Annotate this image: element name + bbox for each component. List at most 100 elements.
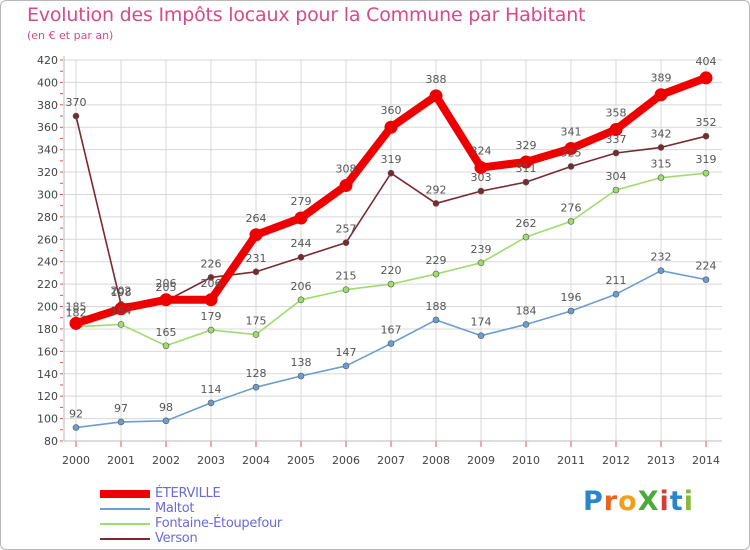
data-label-fontaine-etoupefour: 315: [651, 158, 672, 171]
x-tick-label: 2008: [422, 454, 450, 467]
data-point-eterville: [384, 120, 398, 134]
logo-letter: o: [618, 486, 638, 517]
y-tick-label: 320: [37, 166, 58, 179]
data-point-maltot: [477, 332, 485, 339]
data-label-verson: 244: [291, 237, 312, 250]
y-tick-label: 140: [37, 368, 58, 381]
data-label-eterville: 206: [156, 277, 177, 290]
data-point-eterville: [519, 155, 533, 169]
data-label-maltot: 138: [291, 356, 312, 369]
data-point-fontaine-etoupefour: [387, 280, 395, 288]
data-point-verson: [72, 112, 80, 120]
x-tick-label: 2002: [152, 454, 180, 467]
data-label-eterville: 308: [336, 163, 357, 176]
data-point-fontaine-etoupefour: [252, 331, 260, 338]
data-point-eterville: [429, 89, 443, 103]
x-tick-label: 2013: [647, 454, 675, 467]
legend-swatch: [100, 507, 150, 510]
chart-subtitle: (en € et par an): [27, 29, 114, 42]
data-label-fontaine-etoupefour: 206: [291, 280, 312, 293]
logo-letter: i: [683, 486, 694, 517]
data-point-fontaine-etoupefour: [657, 174, 665, 181]
data-label-maltot: 92: [69, 408, 83, 421]
data-label-fontaine-etoupefour: 184: [111, 304, 132, 317]
data-label-verson: 292: [426, 183, 447, 196]
data-label-verson: 325: [561, 146, 582, 159]
data-point-fontaine-etoupefour: [342, 286, 350, 294]
x-tick-label: 2004: [242, 454, 270, 467]
data-label-verson: 205: [156, 281, 177, 294]
legend-label: Fontaine-Étoupefour: [155, 516, 282, 531]
data-point-eterville: [204, 293, 218, 307]
data-point-maltot: [522, 321, 530, 328]
y-tick-label: 380: [37, 99, 58, 112]
legend-swatch: [100, 537, 150, 540]
data-point-verson: [387, 169, 395, 177]
x-tick-label: 2014: [692, 454, 720, 467]
data-label-eterville: 341: [561, 126, 582, 139]
proxiti-logo: ProXiti: [583, 486, 694, 517]
data-point-eterville: [294, 211, 308, 225]
data-point-fontaine-etoupefour: [207, 326, 215, 334]
data-point-verson: [477, 187, 485, 195]
data-label-verson: 352: [696, 116, 717, 129]
y-tick-label: 300: [37, 188, 58, 201]
y-tick-label: 240: [37, 256, 58, 269]
data-point-maltot: [207, 399, 215, 407]
y-tick-label: 100: [37, 413, 58, 426]
data-label-verson: 370: [66, 96, 87, 109]
data-label-eterville: 388: [426, 73, 447, 86]
data-label-maltot: 98: [159, 401, 173, 414]
y-tick-label: 260: [37, 233, 58, 246]
x-tick-label: 2006: [332, 454, 360, 467]
data-label-eterville: 324: [471, 145, 492, 158]
data-point-fontaine-etoupefour: [702, 169, 710, 177]
data-point-maltot: [612, 290, 620, 298]
data-point-eterville: [564, 142, 578, 156]
data-point-eterville: [249, 228, 263, 242]
data-label-eterville: 198: [111, 286, 132, 299]
data-label-fontaine-etoupefour: 239: [471, 243, 492, 256]
logo-letter: t: [669, 486, 684, 517]
data-label-maltot: 147: [336, 346, 357, 359]
logo-letter: r: [603, 486, 619, 517]
data-label-eterville: 404: [696, 55, 717, 68]
data-label-maltot: 224: [696, 260, 717, 273]
data-point-eterville: [474, 161, 488, 175]
y-tick-label: 280: [37, 211, 58, 224]
data-label-maltot: 174: [471, 316, 492, 329]
data-point-verson: [702, 132, 710, 140]
data-label-eterville: 279: [291, 195, 312, 208]
x-tick-label: 2000: [62, 454, 90, 467]
data-point-verson: [567, 163, 575, 170]
x-tick-label: 2009: [467, 454, 495, 467]
y-tick-label: 340: [37, 144, 58, 157]
data-label-fontaine-etoupefour: 179: [201, 310, 222, 323]
y-tick-label: 160: [37, 345, 58, 358]
x-tick-label: 2010: [512, 454, 540, 467]
data-point-eterville: [339, 179, 353, 193]
data-label-fontaine-etoupefour: 220: [381, 264, 402, 277]
y-tick-label: 420: [37, 54, 58, 67]
data-point-maltot: [72, 424, 80, 431]
data-label-verson: 257: [336, 223, 357, 236]
data-label-maltot: 196: [561, 291, 582, 304]
data-label-fontaine-etoupefour: 215: [336, 270, 357, 283]
data-point-maltot: [657, 267, 665, 274]
data-point-eterville: [609, 122, 623, 136]
data-label-verson: 337: [606, 133, 627, 146]
data-point-fontaine-etoupefour: [522, 233, 530, 241]
data-label-fontaine-etoupefour: 182: [66, 307, 87, 320]
data-label-maltot: 188: [426, 300, 447, 313]
data-point-maltot: [567, 307, 575, 315]
data-label-eterville: 329: [516, 139, 537, 152]
data-label-maltot: 211: [606, 274, 627, 287]
data-label-eterville: 389: [651, 72, 672, 85]
data-point-verson: [342, 239, 350, 246]
data-label-maltot: 128: [246, 367, 267, 380]
data-label-verson: 231: [246, 252, 267, 265]
data-label-fontaine-etoupefour: 165: [156, 326, 177, 339]
data-label-verson: 319: [381, 153, 402, 166]
logo-letter: X: [637, 486, 660, 517]
